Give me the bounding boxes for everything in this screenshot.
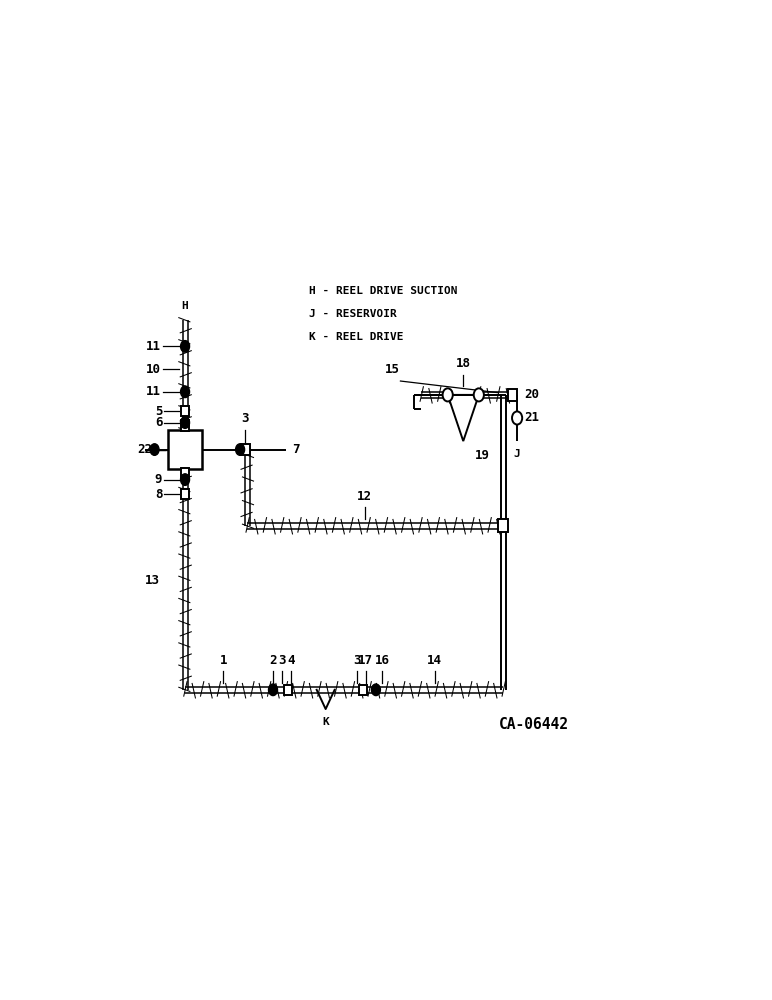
Circle shape (442, 388, 453, 401)
Text: J - RESERVOIR: J - RESERVOIR (309, 309, 397, 319)
Text: 21: 21 (524, 411, 540, 424)
Circle shape (371, 684, 381, 696)
Bar (284, 685, 292, 695)
Text: 3: 3 (278, 654, 286, 667)
Text: 9: 9 (155, 473, 162, 486)
Bar (359, 685, 367, 695)
Text: 19: 19 (476, 449, 490, 462)
Text: 12: 12 (357, 490, 372, 503)
Circle shape (181, 386, 190, 398)
Text: 10: 10 (146, 363, 161, 376)
Bar (181, 406, 189, 416)
Bar (242, 444, 249, 455)
Circle shape (269, 684, 277, 696)
Text: 18: 18 (455, 357, 471, 370)
Bar (181, 420, 189, 431)
Bar (181, 489, 189, 499)
Text: 1: 1 (219, 654, 227, 667)
Bar (181, 468, 189, 479)
Circle shape (512, 411, 522, 425)
Circle shape (474, 388, 484, 401)
Text: CA-06442: CA-06442 (499, 717, 569, 732)
Text: 5: 5 (155, 405, 162, 418)
Text: 17: 17 (358, 654, 373, 667)
Text: K: K (322, 717, 329, 727)
Bar (507, 389, 517, 401)
Text: 20: 20 (524, 388, 540, 401)
Circle shape (181, 341, 190, 352)
Text: 14: 14 (427, 654, 442, 667)
Text: J: J (513, 449, 520, 459)
Text: 6: 6 (155, 416, 162, 429)
Text: 3: 3 (353, 654, 361, 667)
Bar (498, 519, 509, 532)
Text: 8: 8 (155, 488, 162, 501)
Text: 11: 11 (146, 385, 161, 398)
Text: K - REEL DRIVE: K - REEL DRIVE (309, 332, 404, 342)
Text: 16: 16 (374, 654, 389, 667)
Text: H: H (181, 301, 188, 311)
Text: 22: 22 (137, 443, 152, 456)
Text: 15: 15 (385, 363, 400, 376)
Circle shape (235, 444, 245, 455)
Circle shape (150, 444, 159, 455)
Bar (168, 430, 202, 469)
Text: H - REEL DRIVE SUCTION: H - REEL DRIVE SUCTION (309, 286, 457, 296)
Text: 11: 11 (146, 340, 161, 353)
Circle shape (181, 474, 190, 485)
Text: 3: 3 (242, 412, 249, 425)
Text: 13: 13 (145, 574, 160, 587)
Text: 2: 2 (269, 654, 276, 667)
Text: 4: 4 (287, 654, 295, 667)
Text: 7: 7 (292, 443, 300, 456)
Circle shape (181, 417, 190, 428)
